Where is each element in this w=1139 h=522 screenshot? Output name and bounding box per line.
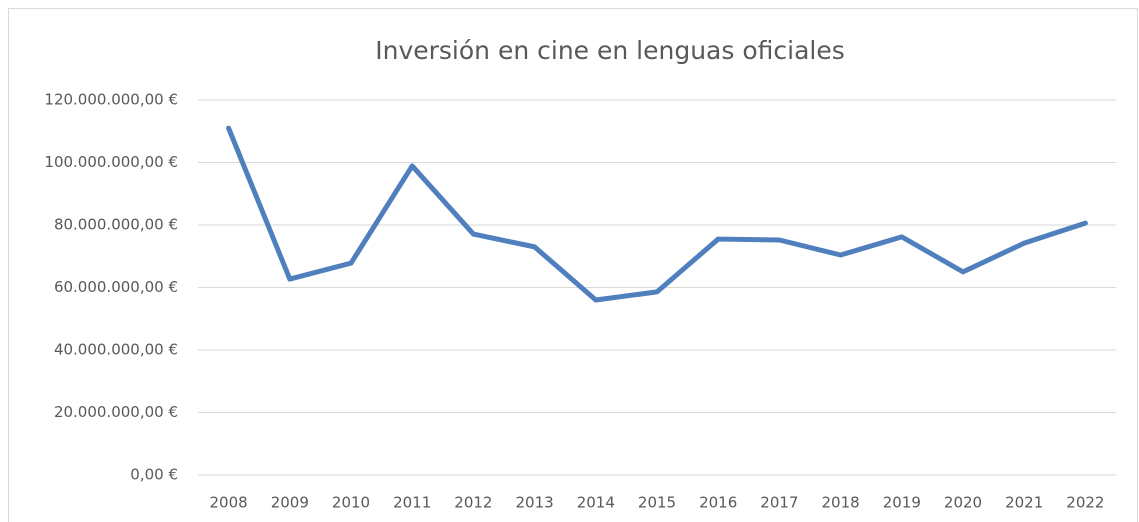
x-tick-label: 2009 — [271, 494, 309, 512]
x-tick-label: 2021 — [1005, 494, 1043, 512]
y-tick-label: 120.000.000,00 € — [44, 91, 178, 109]
chart-frame — [8, 8, 1138, 522]
x-tick-label: 2010 — [332, 494, 370, 512]
x-tick-label: 2019 — [883, 494, 921, 512]
x-tick-label: 2014 — [577, 494, 615, 512]
y-tick-label: 100.000.000,00 € — [44, 153, 178, 171]
x-tick-label: 2022 — [1066, 494, 1104, 512]
chart-title: Inversión en cine en lenguas oficiales — [375, 36, 845, 65]
y-tick-label: 40.000.000,00 € — [54, 341, 178, 359]
x-tick-label: 2015 — [638, 494, 676, 512]
x-tick-label: 2020 — [944, 494, 982, 512]
y-tick-label: 20.000.000,00 € — [54, 403, 178, 421]
x-tick-label: 2011 — [393, 494, 431, 512]
x-tick-label: 2017 — [760, 494, 798, 512]
y-tick-label: 60.000.000,00 € — [54, 278, 178, 296]
x-tick-label: 2013 — [516, 494, 554, 512]
y-tick-label: 0,00 € — [130, 466, 178, 484]
x-tick-label: 2012 — [454, 494, 492, 512]
x-tick-label: 2018 — [822, 494, 860, 512]
x-tick-label: 2016 — [699, 494, 737, 512]
x-tick-label: 2008 — [210, 494, 248, 512]
line — [226, 125, 1088, 303]
y-tick-label: 80.000.000,00 € — [54, 216, 178, 234]
